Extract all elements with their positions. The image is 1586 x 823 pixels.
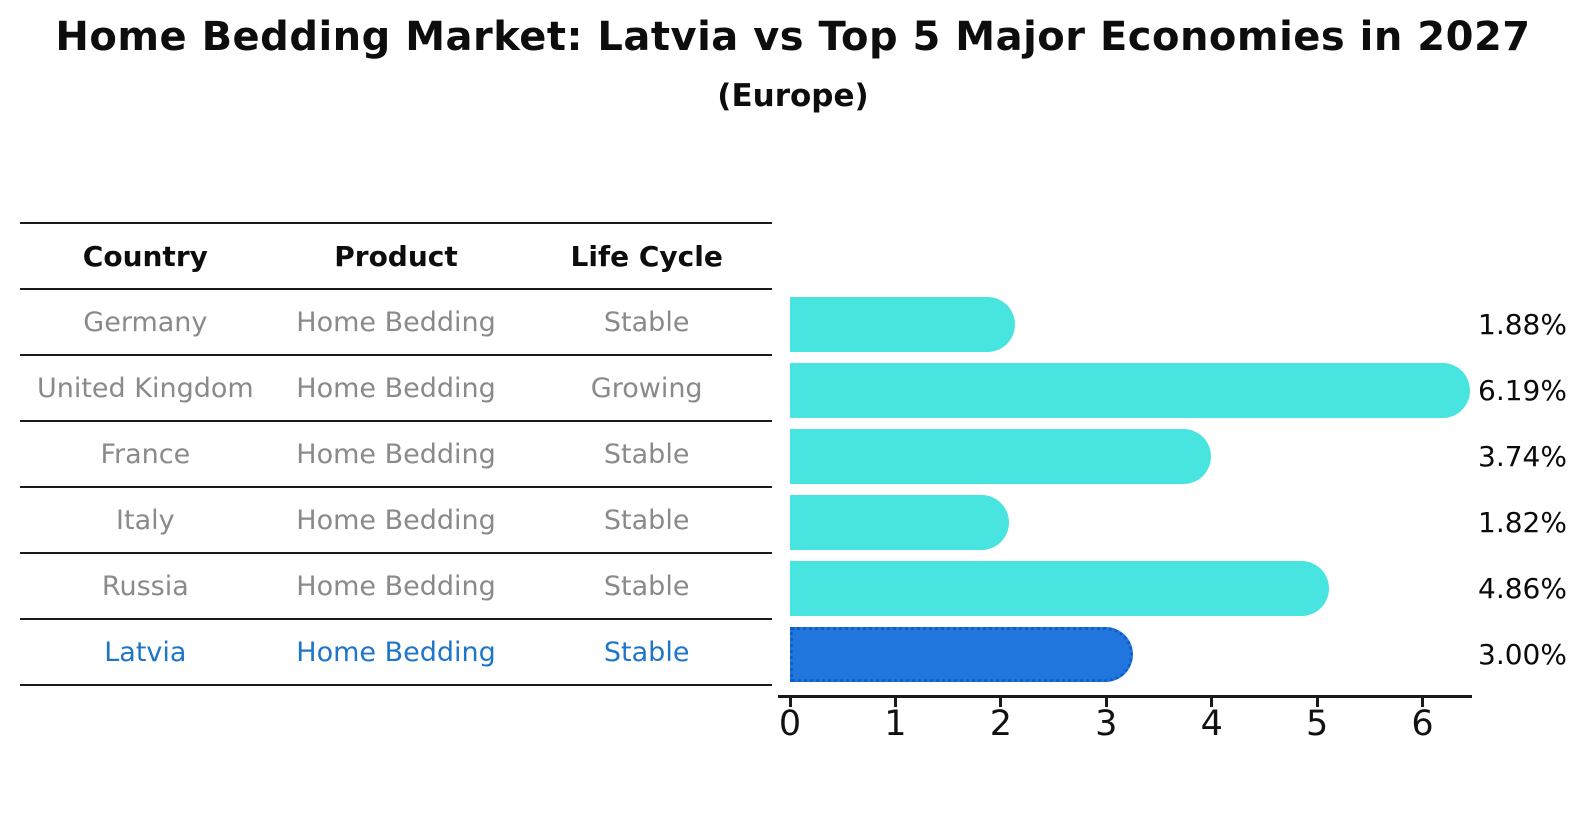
value-label-russia: 4.86% (1478, 572, 1567, 605)
bar-france (790, 429, 1211, 484)
x-tick-mark-3 (1104, 698, 1108, 707)
cell-country: United Kingdom (36, 372, 254, 404)
country-table: Country Product Life Cycle Germany Home Bedd… (20, 222, 772, 686)
cell-product: Home Bedding (296, 306, 496, 338)
cell-life-cycle: Stable (603, 504, 690, 536)
x-tick-mark-4 (1210, 698, 1214, 707)
cell-life-cycle: Stable (603, 438, 690, 470)
x-tick-mark-1 (893, 698, 897, 707)
cell-product: Home Bedding (296, 636, 496, 668)
x-tick-label-1: 1 (884, 704, 907, 744)
cell-country: Russia (101, 570, 189, 602)
table-row-united-kingdom: United Kingdom Home Bedding Growing (20, 354, 772, 420)
cell-country: Latvia (104, 636, 187, 668)
table-row-russia: Russia Home Bedding Stable (20, 552, 772, 618)
table-row-latvia: Latvia Home Bedding Stable (20, 618, 772, 684)
x-axis-line (778, 695, 1472, 698)
chart-subtitle: (Europe) (717, 78, 869, 114)
x-tick-label-0: 0 (778, 704, 802, 744)
x-tick-mark-2 (999, 698, 1003, 707)
bar-chart-plot-area (790, 297, 1470, 687)
cell-country: Germany (83, 306, 208, 338)
value-label-latvia: 3.00% (1478, 638, 1567, 671)
cell-life-cycle: Growing (590, 372, 703, 404)
x-tick-label-6: 6 (1411, 704, 1434, 744)
cell-country: France (100, 438, 191, 470)
column-header-life-cycle: Life Cycle (570, 239, 723, 273)
cell-life-cycle: Stable (603, 636, 690, 668)
cell-product: Home Bedding (296, 504, 496, 536)
cell-product: Home Bedding (296, 372, 496, 404)
x-tick-label-2: 2 (989, 704, 1012, 744)
x-tick-label-4: 4 (1200, 704, 1223, 744)
value-label-germany: 1.88% (1478, 308, 1567, 341)
x-tick-label-5: 5 (1305, 704, 1329, 744)
column-header-country: Country (82, 239, 208, 273)
table-row-germany: Germany Home Bedding Stable (20, 288, 772, 354)
chart-title: Home Bedding Market: Latvia vs Top 5 Maj… (55, 14, 1531, 60)
value-label-france: 3.74% (1478, 440, 1567, 473)
x-tick-mark-0 (788, 698, 792, 707)
column-header-product: Product (334, 239, 458, 273)
cell-product: Home Bedding (296, 570, 496, 602)
bar-russia (790, 561, 1329, 616)
bar-united-kingdom (790, 363, 1470, 418)
table-row-italy: Italy Home Bedding Stable (20, 486, 772, 552)
cell-product: Home Bedding (296, 438, 496, 470)
cell-life-cycle: Stable (603, 306, 690, 338)
bar-germany (790, 297, 1015, 352)
table-row-france: France Home Bedding Stable (20, 420, 772, 486)
value-label-italy: 1.82% (1478, 506, 1567, 539)
x-tick-mark-6 (1421, 698, 1425, 707)
cell-country: Italy (116, 504, 175, 536)
x-tick-mark-5 (1315, 698, 1319, 707)
value-label-united-kingdom: 6.19% (1478, 374, 1567, 407)
bar-latvia (790, 627, 1133, 682)
cell-life-cycle: Stable (603, 570, 690, 602)
bar-italy (790, 495, 1009, 550)
table-header-row: Country Product Life Cycle (20, 222, 772, 288)
x-tick-label-3: 3 (1095, 704, 1118, 744)
